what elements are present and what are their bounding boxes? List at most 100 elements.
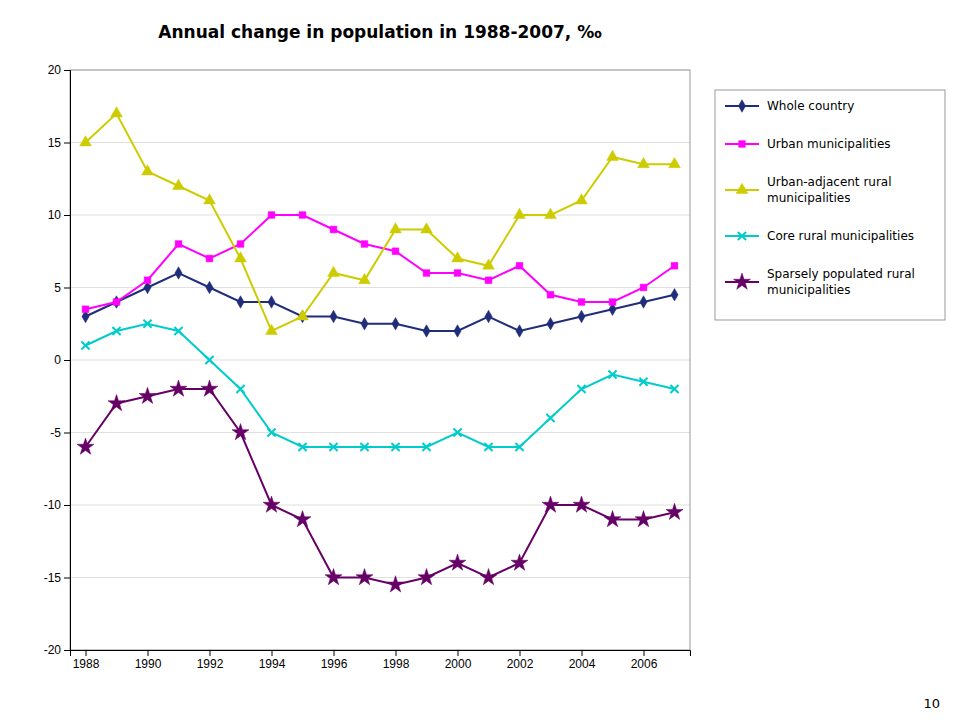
x-tick-label: 1998 <box>383 657 410 671</box>
grid-line <box>70 142 690 143</box>
series-point <box>232 424 249 440</box>
series-point <box>480 569 497 585</box>
series-point <box>666 503 683 519</box>
y-tick-mark <box>64 70 70 71</box>
y-tick-mark <box>64 360 70 361</box>
series-line <box>86 215 675 309</box>
series-point <box>360 443 368 451</box>
series-point <box>670 385 678 393</box>
y-tick-mark <box>64 143 70 144</box>
y-tick-label: 15 <box>48 136 62 150</box>
series-point <box>484 443 492 451</box>
series-point <box>423 325 430 337</box>
series-point <box>77 438 94 454</box>
series-point <box>640 284 647 291</box>
series-line <box>86 324 675 447</box>
x-axis: 1988 1990 1992 1994 1996 1998 2000 2002 2004 2006 <box>71 650 691 671</box>
legend-box <box>715 90 945 320</box>
series-point <box>671 262 678 269</box>
series-line <box>86 114 675 332</box>
x-tick-mark <box>396 650 397 656</box>
series-point <box>206 255 213 262</box>
series-point <box>607 150 619 160</box>
legend-symbol <box>739 141 746 148</box>
series-point <box>268 296 275 308</box>
x-tick: 2002 <box>507 650 534 671</box>
x-tick: 1992 <box>197 650 224 671</box>
series-point <box>205 356 213 364</box>
legend-entry: Sparsely populated ruralmunicipalities <box>725 267 915 297</box>
grid-line <box>70 505 690 506</box>
y-tick: 20 <box>48 63 70 77</box>
series-point <box>206 281 213 293</box>
x-tick-label: 1994 <box>259 657 286 671</box>
x-tick: 2006 <box>631 650 658 671</box>
grid-line <box>70 432 690 433</box>
series-point <box>237 296 244 308</box>
y-tick-label: 10 <box>48 208 62 222</box>
y-tick-mark <box>64 215 70 216</box>
series-point <box>237 241 244 248</box>
y-tick: 15 <box>48 136 70 150</box>
series-point <box>268 212 275 219</box>
series-point <box>112 327 120 335</box>
series-point <box>329 443 337 451</box>
grid <box>70 70 690 650</box>
legend-label: Urban municipalities <box>767 137 891 151</box>
series-point <box>356 569 373 585</box>
series-point <box>577 385 585 393</box>
series-point <box>235 252 247 262</box>
x-tick-label: 1992 <box>197 657 224 671</box>
x-tick-mark <box>458 650 459 656</box>
series-point <box>175 241 182 248</box>
y-tick: -15 <box>44 571 70 585</box>
series-point <box>573 496 590 512</box>
series-point <box>453 428 461 436</box>
series-point <box>330 310 337 322</box>
series-point <box>576 194 588 204</box>
series-point <box>609 299 616 306</box>
grid-line <box>70 360 690 361</box>
chart: Annual change in population in 1988-2007… <box>0 0 960 720</box>
series-point <box>390 223 402 233</box>
series-point <box>547 291 554 298</box>
series-point <box>483 259 495 269</box>
series-point <box>578 299 585 306</box>
series-point <box>330 226 337 233</box>
x-tick: 1994 <box>259 650 286 671</box>
series-point <box>144 277 151 284</box>
y-tick: 0 <box>54 353 70 367</box>
x-tick-mark <box>582 650 583 656</box>
series-point <box>267 428 275 436</box>
annotation: 10 <box>923 696 940 711</box>
series-point <box>608 370 616 378</box>
y-tick-mark <box>64 433 70 434</box>
series-point <box>113 296 120 308</box>
series-point <box>422 443 430 451</box>
legend-symbol <box>736 183 748 193</box>
x-tick-mark <box>644 650 645 656</box>
y-tick: 10 <box>48 208 70 222</box>
legend-label: Core rural municipalities <box>767 229 914 243</box>
series-point <box>298 443 306 451</box>
series-point <box>139 387 156 403</box>
series-point <box>671 289 678 301</box>
x-tick-label: 1988 <box>73 657 100 671</box>
legend-entry: Whole country <box>725 99 854 113</box>
legend-entry: Core rural municipalities <box>725 229 914 243</box>
x-tick: 1990 <box>135 650 162 671</box>
legend-symbol <box>733 273 750 289</box>
series-point <box>515 443 523 451</box>
series-point <box>454 270 461 277</box>
x-tick-label: 2004 <box>569 657 596 671</box>
x-tick-label: 2002 <box>507 657 534 671</box>
series-point <box>545 208 557 218</box>
series-point <box>175 267 182 279</box>
y-tick-label: 5 <box>54 281 61 295</box>
y-tick-mark <box>64 578 70 579</box>
series-point <box>143 320 151 328</box>
x-tick-label: 2000 <box>445 657 472 671</box>
series-point <box>108 395 125 411</box>
series-point <box>359 273 371 283</box>
x-tick-label: 1996 <box>321 657 348 671</box>
